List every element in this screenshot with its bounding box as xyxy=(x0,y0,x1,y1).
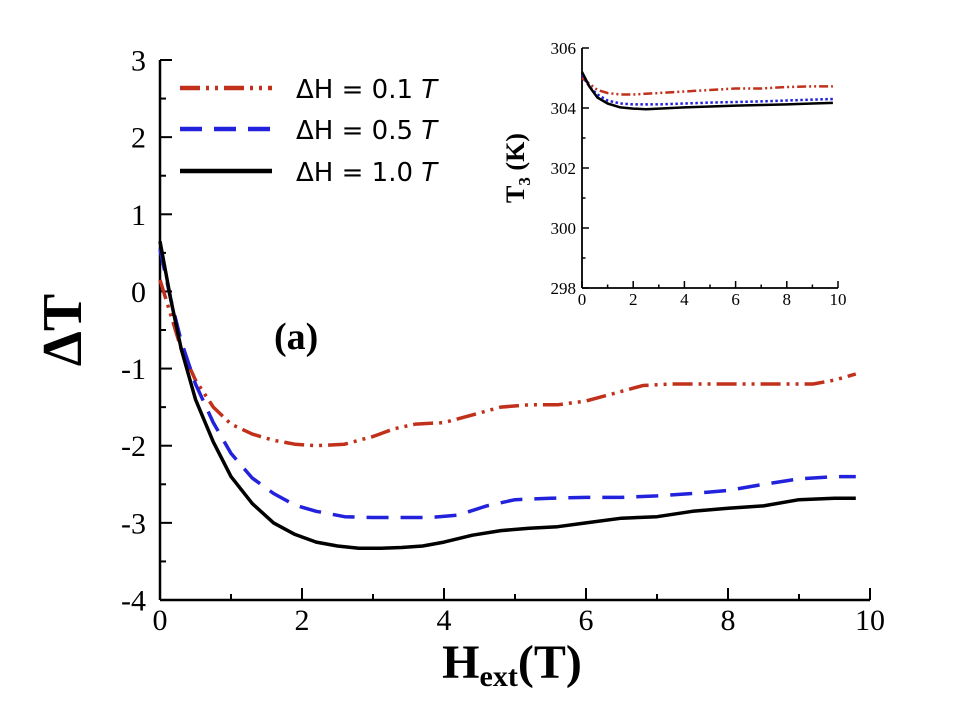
main-plot-area: 0 2 4 6 8 10 -4 -3 -2 -1 0 1 2 3 xyxy=(121,45,885,638)
main-y-tick-label-0: -4 xyxy=(121,585,146,618)
x-axis-label: Hext(T) xyxy=(442,636,582,693)
inset-y-tick-label-1: 300 xyxy=(551,219,577,238)
inset-x-tick-label-1: 2 xyxy=(629,290,638,309)
main-y-tick-label-5: 1 xyxy=(131,199,146,232)
main-y-tick-label-1: -3 xyxy=(121,507,146,540)
legend-label-2: ΔH = 1.0 T xyxy=(296,158,439,188)
inset-plot-area: 0 2 4 6 8 10 298 300 302 304 306 xyxy=(551,39,847,309)
inset-y-axis-label: T3 (K) xyxy=(501,133,534,203)
main-series-line-1 xyxy=(158,248,856,520)
main-x-tick-label-5: 10 xyxy=(855,604,885,637)
main-y-tick-label-2: -2 xyxy=(121,430,146,463)
inset-ticks: 0 2 4 6 8 10 298 300 302 304 306 xyxy=(551,39,847,309)
x-axis-label-sub: ext xyxy=(480,660,518,693)
main-x-tick-label-0: 0 xyxy=(153,604,168,637)
main-x-tick-label-3: 6 xyxy=(579,604,594,637)
inset-x-tick-label-5: 10 xyxy=(830,290,847,309)
main-x-tick-label-1: 2 xyxy=(295,604,310,637)
inset-y-tick-label-0: 298 xyxy=(551,279,577,298)
main-series-line-2 xyxy=(158,240,856,551)
main-y-tick-label-3: -1 xyxy=(121,353,146,386)
legend: ΔH = 0.1 T ΔH = 0.5 T ΔH = 1.0 T xyxy=(180,75,439,188)
x-axis-label-main: H xyxy=(442,636,479,689)
legend-label-0: ΔH = 0.1 T xyxy=(296,75,439,105)
inset-x-tick-label-4: 8 xyxy=(783,290,792,309)
main-series-line-0 xyxy=(158,279,857,448)
inset-series-line-2 xyxy=(580,71,833,111)
inset-y-label-suffix: (K) xyxy=(501,133,530,177)
inset-y-label-main: T xyxy=(501,186,530,203)
legend-entry-0: ΔH = 0.1 T xyxy=(180,75,439,105)
main-series-group xyxy=(158,240,857,551)
inset-series-group xyxy=(580,71,833,111)
main-y-tick-label-6: 2 xyxy=(131,122,146,155)
inset-x-tick-label-3: 6 xyxy=(731,290,740,309)
main-x-tick-label-2: 4 xyxy=(437,604,452,637)
inset-y-label-sub: 3 xyxy=(515,177,534,186)
inset-y-tick-label-3: 304 xyxy=(551,99,577,118)
legend-label-1: ΔH = 0.5 T xyxy=(296,116,439,146)
main-y-tick-label-7: 3 xyxy=(131,45,146,78)
legend-entry-1: ΔH = 0.5 T xyxy=(180,116,439,146)
legend-entry-2: ΔH = 1.0 T xyxy=(180,158,439,188)
inset-series-line-0 xyxy=(581,77,833,96)
main-ticks: 0 2 4 6 8 10 -4 -3 -2 -1 0 1 2 3 xyxy=(121,45,885,638)
inset-y-tick-label-2: 302 xyxy=(551,159,577,178)
panel-label: (a) xyxy=(274,316,318,358)
inset-y-tick-label-4: 306 xyxy=(551,39,577,58)
y-axis-label: ΔT xyxy=(32,294,94,366)
inset-series-line-1 xyxy=(580,74,833,106)
inset-x-tick-label-0: 0 xyxy=(578,290,587,309)
main-y-tick-label-4: 0 xyxy=(131,276,146,309)
x-axis-label-suffix: (T) xyxy=(518,636,582,689)
inset-x-tick-label-2: 4 xyxy=(680,290,689,309)
main-x-tick-label-4: 8 xyxy=(721,604,736,637)
